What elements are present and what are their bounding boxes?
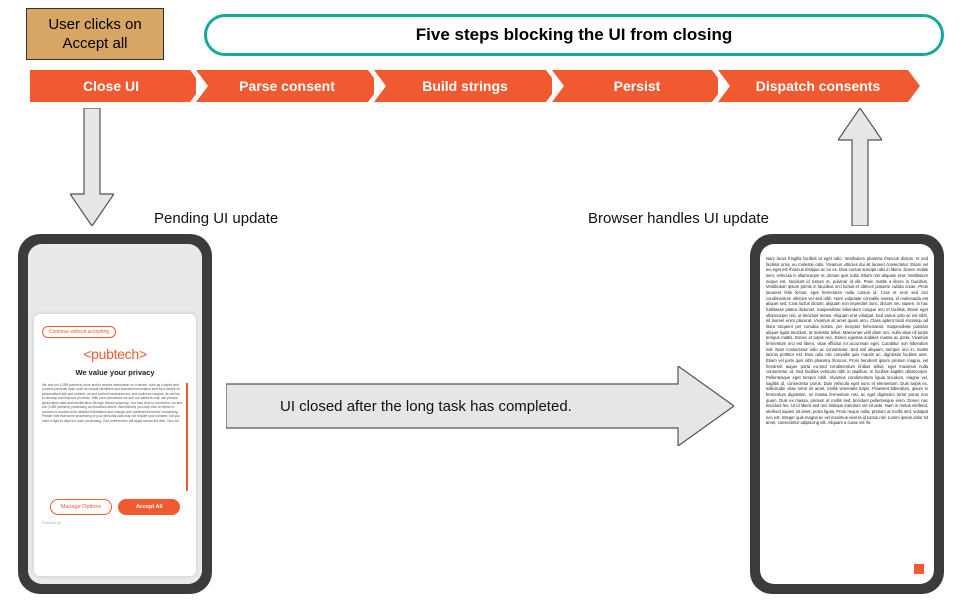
phone-after: Nam lacus fringilla facilisis at eget od… xyxy=(750,234,944,594)
chevron-close-ui: Close UI xyxy=(30,70,190,102)
consent-dialog: Continue without accepting <pubtech> We … xyxy=(34,314,196,576)
chevron-label: Parse consent xyxy=(239,78,335,94)
process-chevrons: Close UI Parse consent Build strings Per… xyxy=(30,70,914,102)
chevron-label: Persist xyxy=(614,78,661,94)
user-action-callout: User clicks on Accept all xyxy=(26,8,164,60)
manage-options-button[interactable]: Manage Options xyxy=(50,499,112,515)
pill-text: Five steps blocking the UI from closing xyxy=(416,25,732,45)
continue-without-link[interactable]: Continue without accepting xyxy=(42,326,116,338)
arrow-up xyxy=(838,108,882,226)
brand-logo: <pubtech> xyxy=(42,346,188,362)
phone-screen-before: Continue without accepting <pubtech> We … xyxy=(28,244,202,584)
chevron-label: Build strings xyxy=(422,78,508,94)
accept-all-button[interactable]: Accept All xyxy=(118,499,180,515)
chevron-dispatch: Dispatch consents xyxy=(718,70,908,102)
callout-line2: Accept all xyxy=(62,35,127,52)
chevron-persist: Persist xyxy=(552,70,712,102)
article-text: Nam lacus fringilla facilisis at eget od… xyxy=(760,244,934,584)
closed-label: UI closed after the long task has comple… xyxy=(280,398,572,415)
chevron-parse-consent: Parse consent xyxy=(196,70,368,102)
chevron-label: Dispatch consents xyxy=(756,78,880,94)
arrow-down xyxy=(70,108,114,226)
privacy-body: We and our (1395 partners) store and/or … xyxy=(42,383,188,491)
callout-line1: User clicks on xyxy=(48,16,141,33)
consent-buttons: Manage Options Accept All xyxy=(42,499,188,515)
chevron-build-strings: Build strings xyxy=(374,70,546,102)
article-end-marker xyxy=(914,564,924,574)
browser-label: Browser handles UI update xyxy=(588,210,769,227)
phone-before: Continue without accepting <pubtech> We … xyxy=(18,234,212,594)
chevron-label: Close UI xyxy=(83,78,139,94)
pending-label: Pending UI update xyxy=(154,210,278,227)
phone-screen-after: Nam lacus fringilla facilisis at eget od… xyxy=(760,244,934,584)
blocking-steps-heading: Five steps blocking the UI from closing xyxy=(204,14,944,56)
privacy-heading: We value your privacy xyxy=(42,368,188,377)
powered-by: Powered by xyxy=(42,521,188,525)
